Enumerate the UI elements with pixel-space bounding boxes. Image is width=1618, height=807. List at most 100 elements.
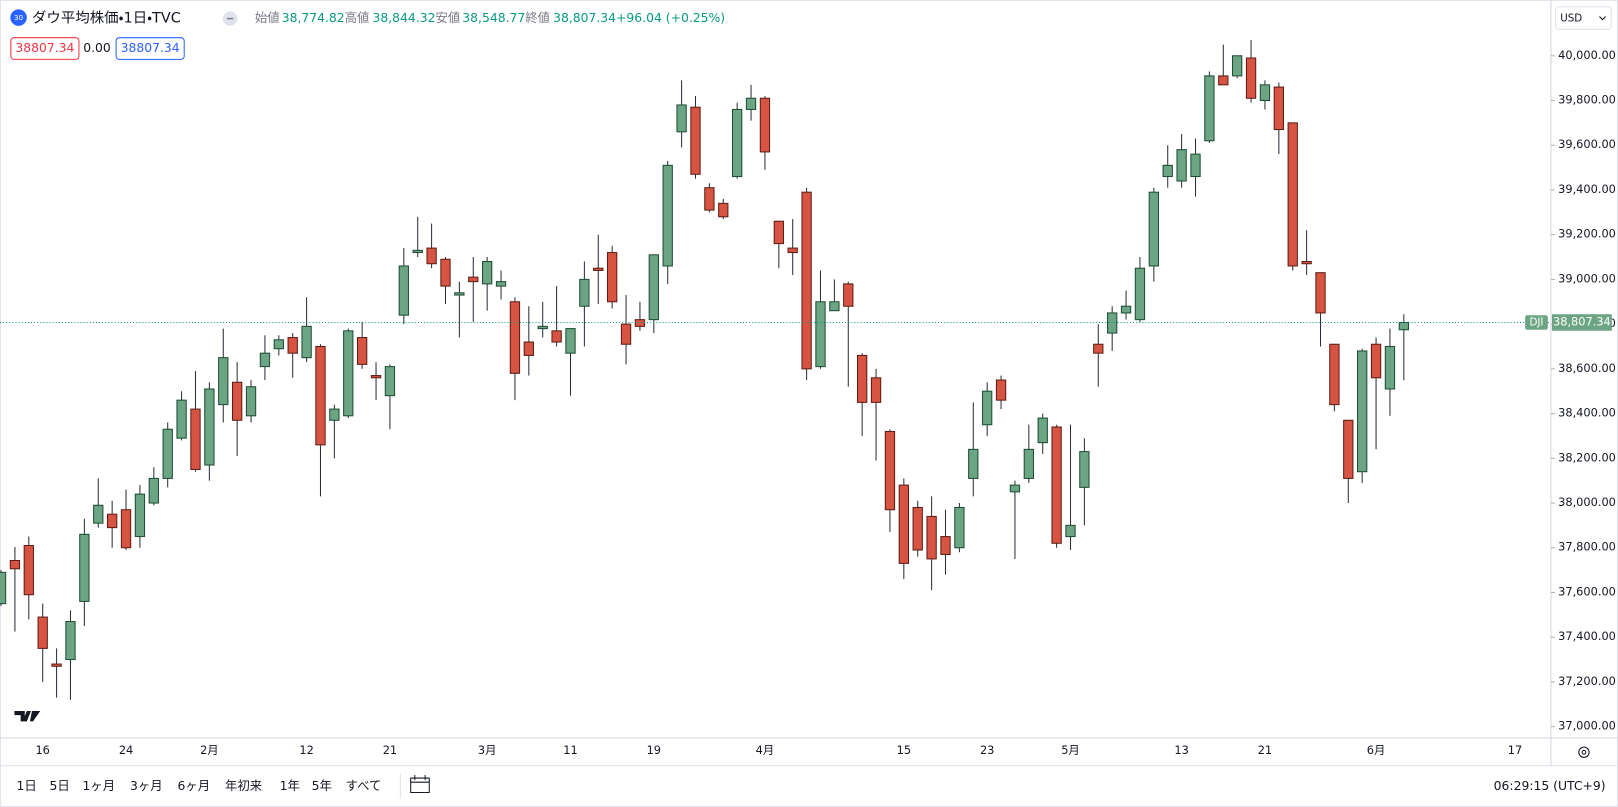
candle-body <box>1162 164 1173 178</box>
ohlc-value: 38,548.77 <box>462 11 525 25</box>
change: +96.04 (+0.25%) <box>616 11 725 25</box>
candle-body <box>9 559 21 570</box>
candle-body <box>1245 57 1257 99</box>
range-button[interactable]: 5年 <box>312 779 332 793</box>
candle-body <box>384 366 396 397</box>
ohlc-label: 終値 <box>525 10 550 25</box>
y-tick-label: 38,000.00 <box>1558 495 1616 509</box>
candle-body <box>676 104 687 133</box>
candle-body <box>287 337 298 354</box>
candle-body <box>995 379 1007 401</box>
candle-body <box>870 377 882 403</box>
candle-body <box>120 509 132 549</box>
settings-icon[interactable] <box>1578 746 1590 758</box>
candle-body <box>1370 343 1382 379</box>
buy-box[interactable] <box>115 37 185 60</box>
candle-body <box>1176 149 1187 182</box>
y-tick-label: 39,000.00 <box>1558 271 1616 285</box>
candle-body <box>370 375 382 379</box>
currency: USD <box>1560 13 1582 25</box>
candle-body <box>0 571 7 605</box>
candle-body <box>787 247 798 254</box>
range-button[interactable]: 5日 <box>50 779 70 793</box>
candle-body <box>551 330 562 343</box>
ask: 38807.34 <box>121 41 180 55</box>
candle-body <box>773 220 784 245</box>
candle-body <box>1357 350 1368 473</box>
candle-body <box>65 621 76 661</box>
range-button[interactable]: 1日 <box>17 779 37 793</box>
candle-body <box>106 513 118 529</box>
symbol-tag-text: DJI <box>1529 316 1543 328</box>
range-button[interactable]: 1ヶ月 <box>83 779 116 793</box>
candle-body <box>982 390 993 426</box>
x-tick-label: 16 <box>35 743 49 757</box>
x-tick-label: 24 <box>119 743 133 757</box>
candle-body <box>190 408 201 470</box>
candle-body <box>648 254 659 321</box>
bid: 38807.34 <box>15 41 74 55</box>
x-tick-label: 13 <box>1174 743 1188 757</box>
x-tick-label: 5月 <box>1061 743 1080 757</box>
candle-body <box>412 249 423 254</box>
x-tick-label: 19 <box>647 743 661 757</box>
candle-body <box>440 258 451 287</box>
candle-body <box>593 267 604 271</box>
symbol-tag <box>1525 315 1548 330</box>
range-button[interactable]: 1年 <box>280 779 300 793</box>
x-tick-label: 21 <box>1258 743 1272 757</box>
candle-body <box>718 202 729 218</box>
candle-body <box>940 536 951 555</box>
y-tick-label: 40,000.00 <box>1558 48 1616 62</box>
candle-body <box>301 325 312 359</box>
candle-body <box>315 345 326 446</box>
y-tick-label: 38,400.00 <box>1558 406 1616 420</box>
currency-box[interactable] <box>1555 6 1612 30</box>
candle-body <box>829 301 840 312</box>
logo <box>14 711 41 722</box>
candle-body <box>495 281 507 287</box>
x-tick-label: 15 <box>897 743 911 757</box>
candle-body <box>454 292 465 296</box>
ohlc-label: 安値 <box>435 10 460 25</box>
symbol-badge <box>10 9 27 26</box>
candle-body <box>134 493 146 538</box>
x-tick-label: 3月 <box>478 743 497 757</box>
dropdown-icon <box>1599 16 1606 21</box>
candle-body <box>732 108 743 178</box>
candle-body <box>148 477 159 504</box>
candle-body <box>23 544 34 596</box>
candle-body <box>426 247 437 265</box>
range-button[interactable]: 6ヶ月 <box>177 779 210 793</box>
candle-body <box>815 301 826 368</box>
badge-text: 30 <box>14 13 24 22</box>
candle-body <box>745 97 757 110</box>
x-tick-label: 21 <box>383 743 397 757</box>
candle-body <box>1398 321 1410 331</box>
candle-body <box>1107 312 1118 334</box>
candle-body <box>93 504 104 524</box>
candle-body <box>329 408 340 421</box>
range-button[interactable]: 年初来 <box>225 779 262 793</box>
y-tick-label: 37,600.00 <box>1558 584 1616 598</box>
y-tick-label: 39,600.00 <box>1558 137 1616 151</box>
candle-body <box>509 301 521 374</box>
range-button[interactable]: すべて <box>346 779 382 793</box>
y-tick-label: 39,400.00 <box>1558 182 1616 196</box>
candle-body <box>1093 343 1104 354</box>
candle-body <box>1148 191 1159 267</box>
range-button[interactable]: 3ヶ月 <box>130 779 163 793</box>
y-tick-label: 37,000.00 <box>1558 719 1616 733</box>
x-tick-label: 17 <box>1508 743 1522 757</box>
candle-body <box>231 381 243 421</box>
ohlc-label: 高値 <box>345 10 370 25</box>
candle-body <box>1134 267 1146 321</box>
candle-body <box>801 191 812 370</box>
candle-body <box>704 187 715 211</box>
symbol-title[interactable]: ダウ平均株価・1日・TVC <box>32 10 181 27</box>
ohlc-value: 38,807.34 <box>553 11 616 25</box>
sell-box[interactable] <box>10 37 80 60</box>
date-range-icon[interactable] <box>410 774 430 794</box>
y-tick-label: 38,600.00 <box>1558 361 1616 375</box>
candle-body <box>884 430 896 511</box>
